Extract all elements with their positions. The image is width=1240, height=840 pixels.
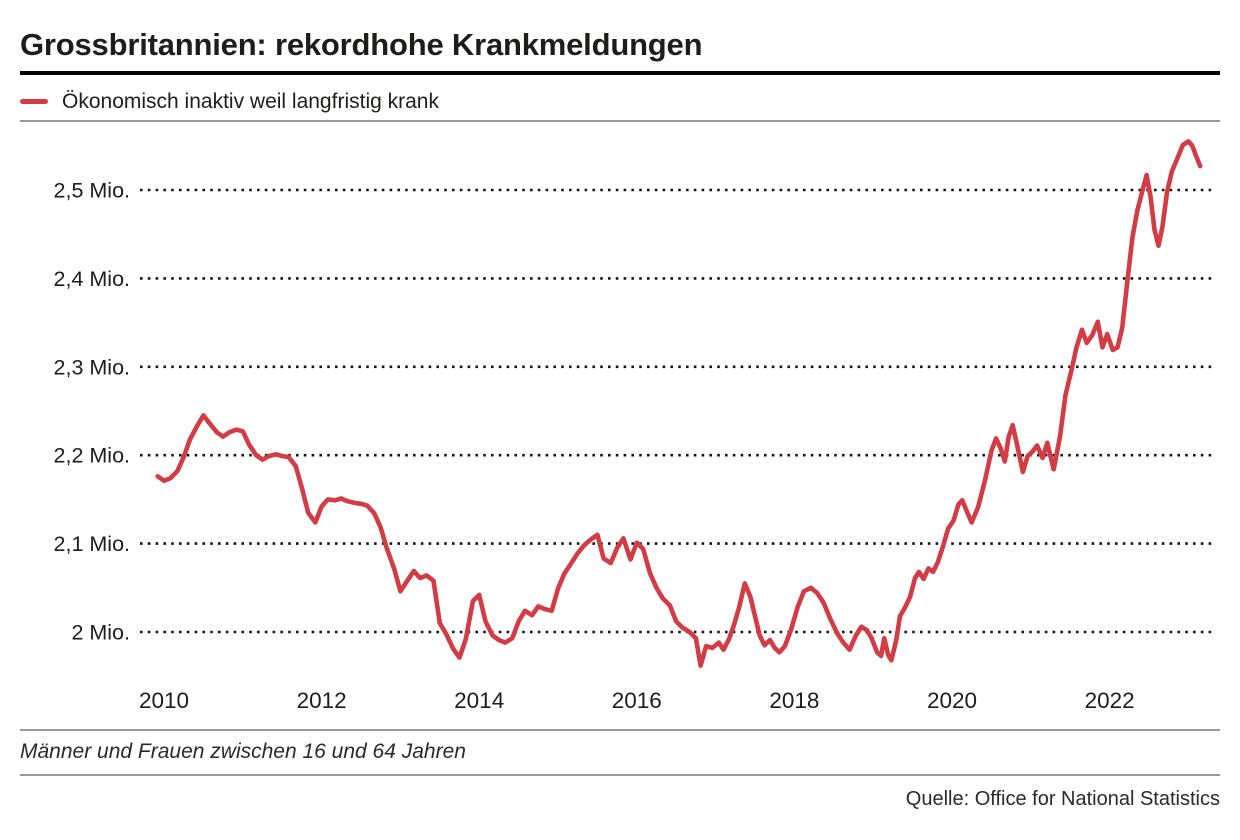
chart-footnote: Männer und Frauen zwischen 16 und 64 Jah…: [20, 740, 466, 763]
x-axis-tick-label: 2016: [612, 688, 662, 713]
title-divider: [20, 71, 1220, 75]
y-axis-tick-label: 2 Mio.: [71, 621, 130, 645]
y-axis-tick-label: 2,4 Mio.: [54, 267, 130, 291]
x-axis-tick-label: 2010: [139, 688, 189, 713]
footnote-divider-top: [20, 729, 1220, 731]
y-axis-tick-label: 2,5 Mio.: [54, 179, 130, 203]
x-axis-tick-label: 2012: [297, 688, 347, 713]
x-axis-tick-label: 2022: [1085, 688, 1135, 713]
source-credit: Quelle: Office for National Statistics: [905, 788, 1220, 810]
legend-divider: [20, 120, 1220, 122]
y-axis-tick-label: 2,1 Mio.: [54, 532, 130, 556]
legend: Ökonomisch inaktiv weil langfristig kran…: [20, 88, 439, 115]
y-axis-tick-label: 2,2 Mio.: [54, 444, 130, 468]
page-title: Grossbritannien: rekordhohe Krankmeldung…: [20, 27, 703, 62]
x-axis-tick-label: 2018: [769, 688, 819, 713]
legend-line-swatch-icon: [20, 99, 48, 104]
y-axis-tick-label: 2,3 Mio.: [54, 355, 130, 379]
legend-label: Ökonomisch inaktiv weil langfristig kran…: [62, 89, 439, 113]
footnote-divider-bottom: [20, 774, 1220, 776]
x-axis-tick-label: 2014: [454, 688, 504, 713]
data-line-long-term-sick: [155, 139, 1203, 668]
x-axis-tick-label: 2020: [927, 688, 977, 713]
